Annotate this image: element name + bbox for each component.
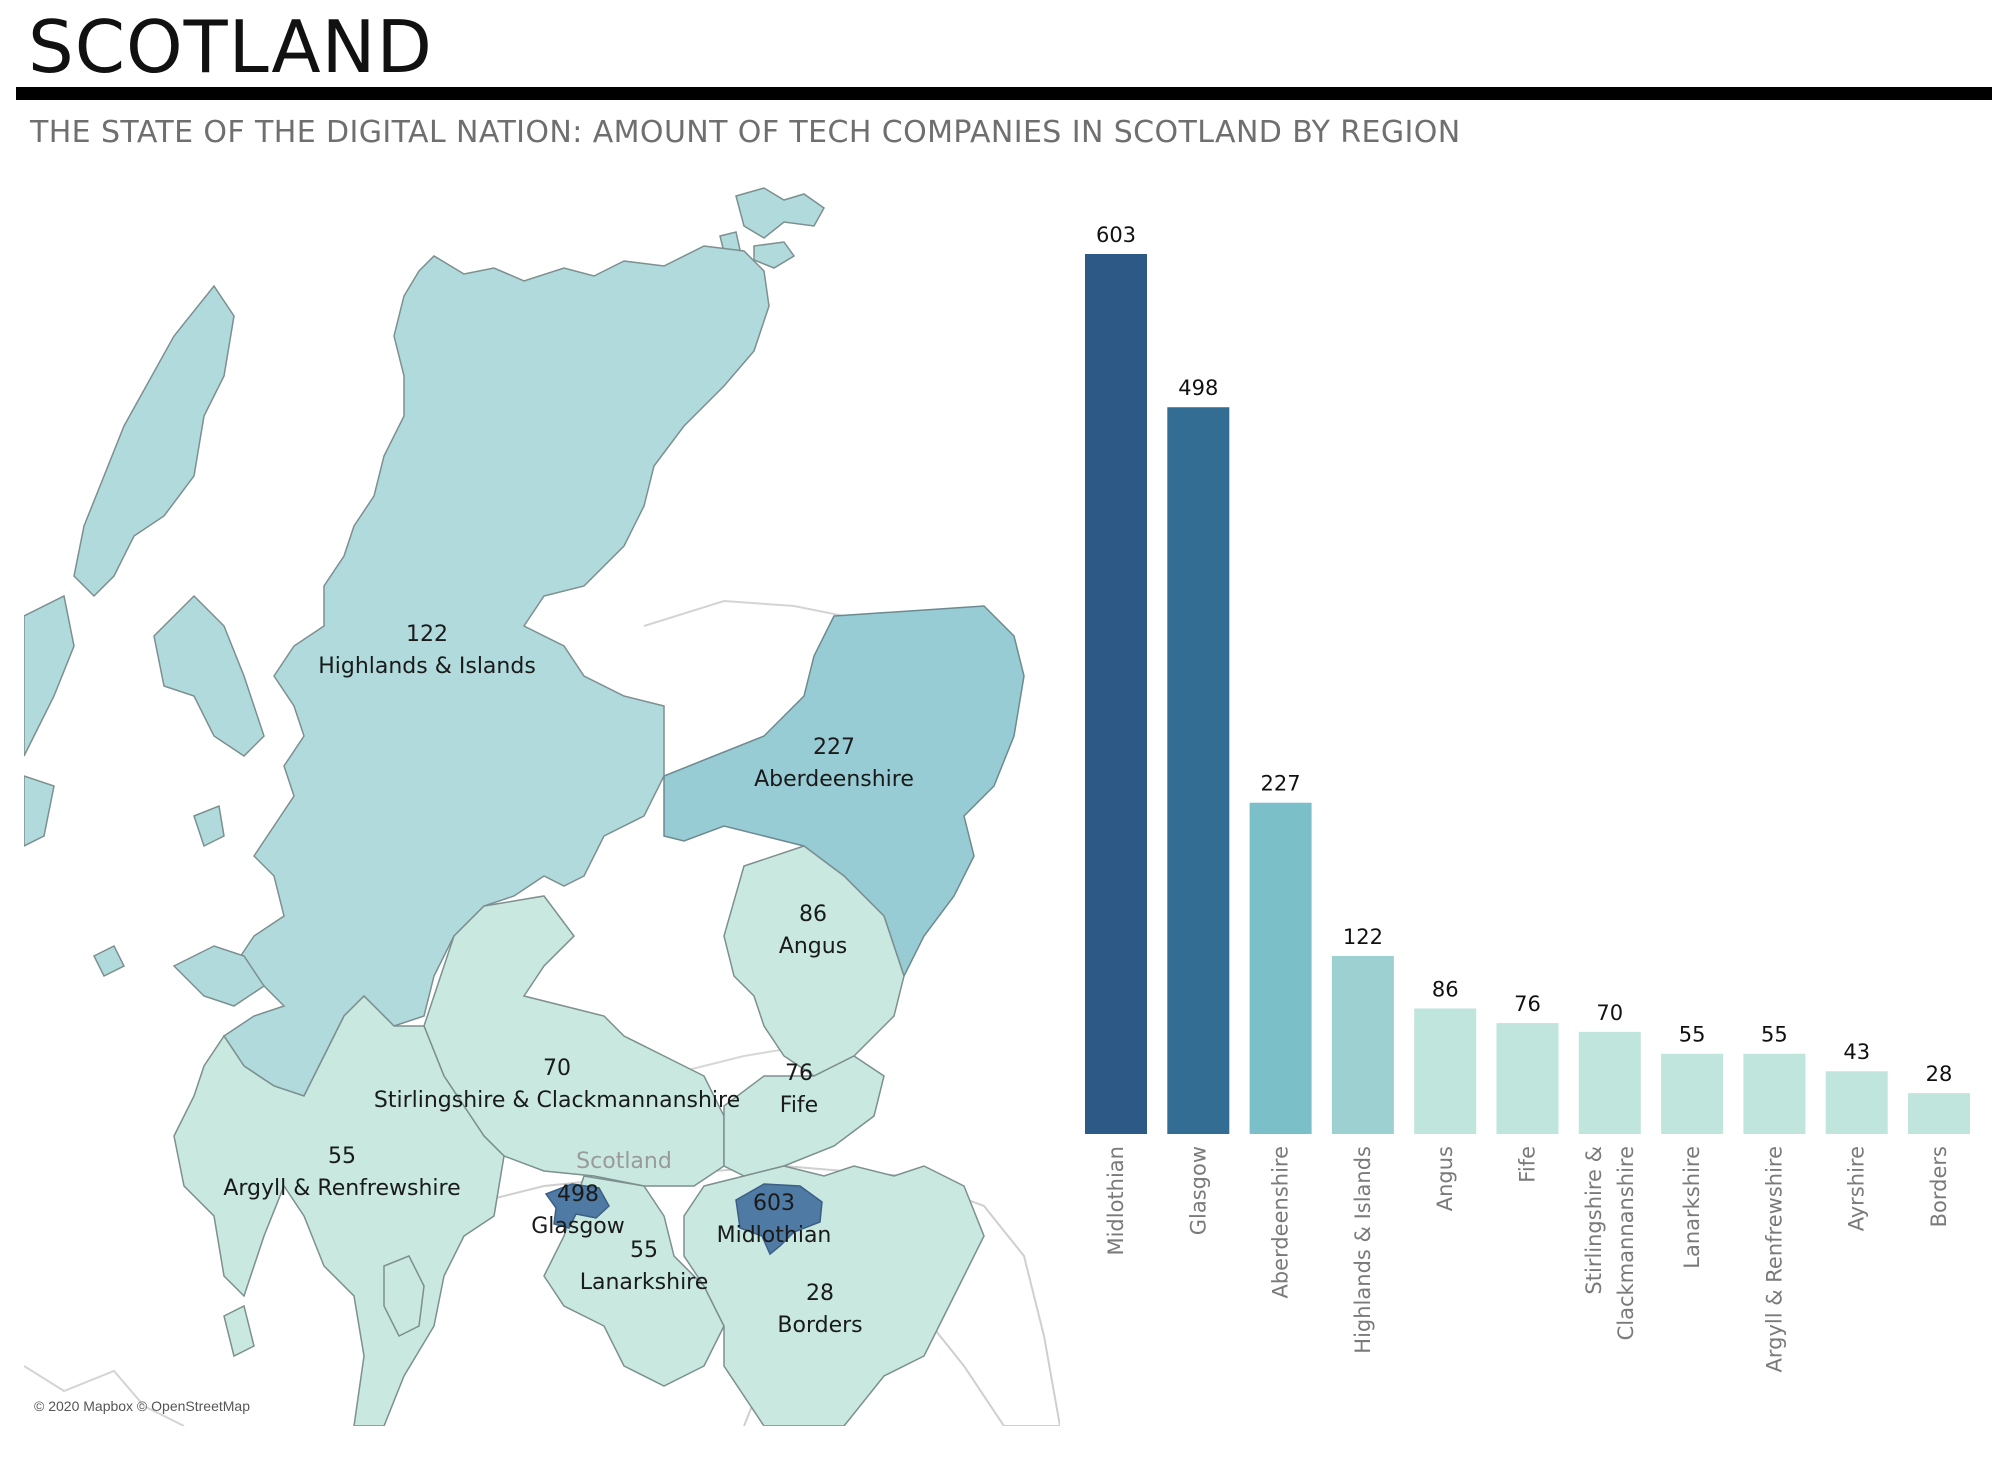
region-label: Stirlingshire & Clackmannanshire [374, 1088, 740, 1113]
bar-highlands-islands[interactable] [1331, 955, 1394, 1134]
region-shape-skye [153, 594, 265, 757]
bar-borders[interactable] [1908, 1093, 1970, 1134]
bar-value-label: 55 [1679, 1023, 1706, 1047]
region-value: 227 [813, 735, 855, 760]
bar-value-label: 55 [1761, 1023, 1788, 1047]
region-shape-arran [223, 1255, 425, 1358]
category-tick-label: Borders [1927, 1146, 1951, 1227]
coast-outline-southwest [24, 1365, 185, 1426]
region-shape-highlands-islands [222, 245, 770, 1097]
category-tick-label: Aberdeenshire [1269, 1146, 1293, 1299]
region-shape-glasgow [544, 1183, 610, 1229]
region-label: Borders [777, 1313, 862, 1338]
map-attribution: © 2020 Mapbox © OpenStreetMap [34, 1398, 250, 1414]
region-shape-borders [683, 1165, 985, 1426]
region-label: Aberdeenshire [754, 767, 914, 792]
bar-value-label: 28 [1926, 1062, 1953, 1086]
region-value: 70 [543, 1056, 571, 1081]
bar-angus[interactable] [1414, 1008, 1477, 1134]
category-tick-label: Highlands & Islands [1351, 1146, 1375, 1354]
bar-midlothian[interactable] [1085, 254, 1147, 1134]
region-label: Lanarkshire [580, 1270, 709, 1295]
category-tick-label: Argyll & Renfrewshire [1762, 1146, 1786, 1373]
page-subtitle: THE STATE OF THE DIGITAL NATION: AMOUNT … [30, 115, 1461, 150]
bar-ayrshire[interactable] [1825, 1071, 1888, 1134]
region-shape-midlothian [735, 1183, 823, 1256]
category-tick-label: Ayrshire [1845, 1146, 1869, 1231]
region-shape-western-isles [24, 284, 235, 847]
bar-value-label: 498 [1178, 376, 1218, 400]
bar-argyll-renfrewshire[interactable] [1743, 1053, 1806, 1134]
category-tick-label: Glasgow [1186, 1146, 1210, 1235]
title-divider [16, 87, 1992, 100]
bar-value-label: 86 [1432, 977, 1459, 1001]
bar-stirlingshire-clackmannanshire[interactable] [1578, 1031, 1641, 1134]
region-value: 55 [328, 1144, 356, 1169]
region-value: 86 [799, 902, 827, 927]
category-tick-label: Midlothian [1104, 1146, 1128, 1256]
coast-outline-north [643, 599, 845, 627]
region-map[interactable]: Scotland 122 Highlands & Islands 227 Abe… [24, 176, 1060, 1426]
bar-fife[interactable] [1496, 1023, 1559, 1134]
category-tick-label: Angus [1433, 1146, 1457, 1211]
region-label: Argyll & Renfrewshire [223, 1176, 460, 1201]
bar-value-label: 227 [1261, 772, 1301, 796]
region-label: Angus [779, 934, 847, 959]
bar-aberdeenshire[interactable] [1249, 802, 1312, 1134]
region-value: 55 [630, 1238, 658, 1263]
bar-value-label: 76 [1514, 992, 1541, 1016]
region-shape-fife [723, 1055, 885, 1177]
region-value: 498 [557, 1182, 599, 1207]
region-value: 122 [406, 622, 448, 647]
bar-glasgow[interactable] [1167, 407, 1230, 1134]
category-tick-label: Stirlingshire & Clackmannanshire [1582, 1146, 1638, 1340]
region-label: Glasgow [531, 1214, 625, 1239]
category-tick-label: Fife [1516, 1146, 1540, 1183]
region-shape-argyll [173, 994, 505, 1426]
region-shape-mull [92, 804, 266, 1007]
region-shape-lanarkshire [543, 1175, 725, 1387]
region-value: 603 [753, 1191, 795, 1216]
category-tick-label: Lanarkshire [1680, 1146, 1704, 1269]
bar-value-label: 70 [1596, 1001, 1623, 1025]
bar-chart: 603 Midlothian 498 Glasgow 227 Aberdeenshire 1… [1085, 223, 1970, 1373]
region-label: Fife [780, 1093, 818, 1118]
region-value: 76 [785, 1061, 813, 1086]
bar-value-label: 122 [1343, 925, 1383, 949]
region-value: 28 [806, 1281, 834, 1306]
map-country-label: Scotland [576, 1149, 672, 1174]
bar-value-label: 603 [1096, 223, 1136, 247]
page-title: SCOTLAND [28, 5, 433, 89]
region-label: Midlothian [717, 1223, 832, 1248]
bar-lanarkshire[interactable] [1661, 1053, 1724, 1134]
region-label: Highlands & Islands [318, 654, 536, 679]
bar-value-label: 43 [1843, 1040, 1870, 1064]
